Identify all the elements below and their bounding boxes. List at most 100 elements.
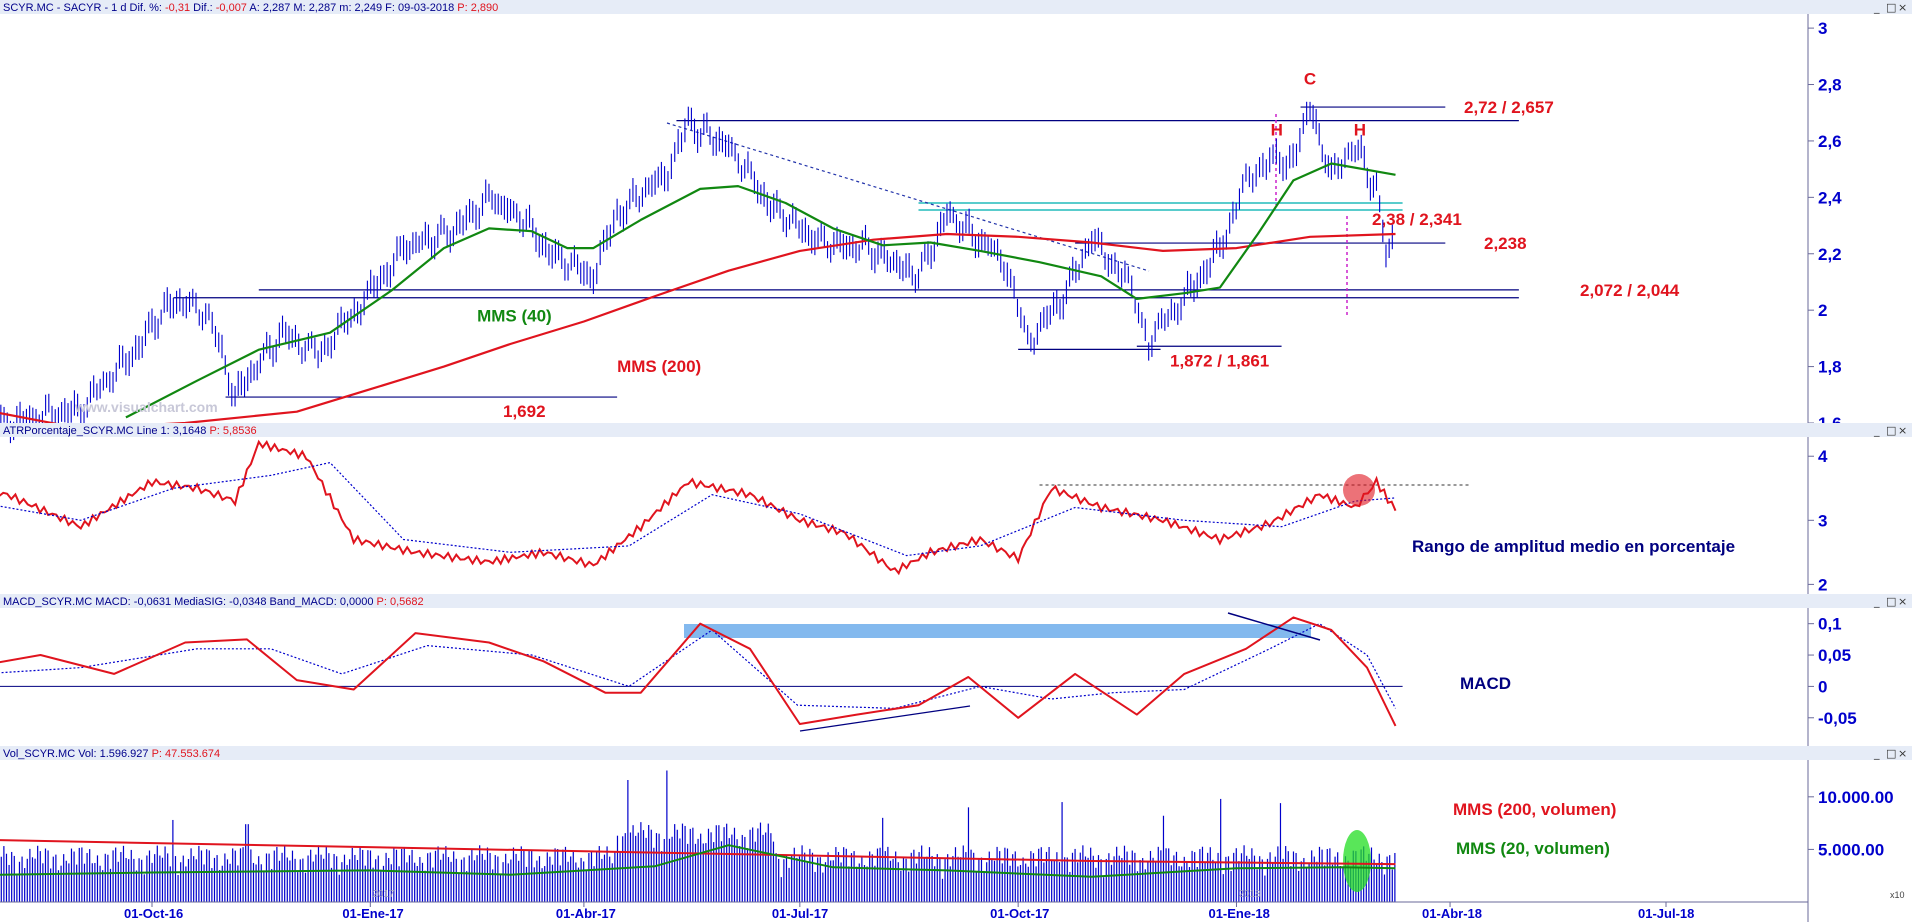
- watermark: www.visualchart.com: [74, 399, 218, 415]
- macd-support-line[interactable]: [799, 705, 971, 732]
- series-atr-line-1: [0, 439, 1397, 576]
- year-mark: 2018: [1238, 889, 1261, 900]
- chart-annotation: MMS (200): [617, 357, 701, 376]
- window-control-0[interactable]: _: [1873, 747, 1880, 760]
- scale-mark: x10: [1890, 890, 1905, 900]
- y-tick-label: 4: [1818, 447, 1828, 466]
- x-tick-label: 01-Oct-17: [990, 906, 1049, 921]
- year-mark: 2017: [372, 889, 395, 900]
- atr-caption: Rango de amplitud medio en porcentaje: [1412, 537, 1735, 556]
- header-part: P: 0,5682: [377, 596, 424, 608]
- window-control-1[interactable]: □: [1886, 424, 1896, 437]
- x-tick-label: 01-Ene-17: [342, 906, 403, 921]
- y-tick-label: 0: [1818, 677, 1827, 696]
- series-mms-200-: [0, 232, 1396, 430]
- level-label: 2,38 / 2,341: [1372, 210, 1462, 229]
- window-control-0[interactable]: _: [1873, 595, 1880, 608]
- series-mediasig: [0, 623, 1397, 710]
- level-label: 1,692: [503, 402, 546, 421]
- legend-mms-200-volumen: MMS (200, volumen): [1453, 800, 1616, 819]
- macd-header-text: MACD_SCYR.MC MACD: -0,0631 MediaSIG: -0,…: [3, 596, 424, 608]
- atr-panel: ATRPorcentaje_SCYR.MC Line 1: 3,1648 P: …: [0, 423, 1912, 594]
- y-tick-label: 2,8: [1818, 76, 1842, 95]
- y-tick-label: 2,4: [1818, 188, 1842, 207]
- macd-highlight-band: [684, 624, 1311, 638]
- atr-y-axis: 2 3 4: [1808, 447, 1828, 594]
- x-tick-label: 01-Abr-17: [556, 906, 616, 921]
- header-part: -0,31: [165, 2, 190, 14]
- window-control-1[interactable]: □: [1886, 595, 1896, 608]
- window-control-2[interactable]: ×: [1898, 747, 1907, 760]
- atr-series: [0, 439, 1397, 576]
- chart-annotation: MMS (40): [477, 306, 552, 325]
- header-part: MACD_SCYR.MC MACD: -0,0631 MediaSIG: -0,…: [3, 596, 377, 608]
- atr-header-bar: [0, 423, 1912, 437]
- price-bars: [0, 101, 1393, 444]
- window-control-0[interactable]: _: [1873, 424, 1880, 437]
- y-tick-label: 10.000.00: [1818, 788, 1894, 807]
- header-part: P: 47.553.674: [152, 748, 221, 760]
- macd-panel: MACD_SCYR.MC MACD: -0,0631 MediaSIG: -0,…: [0, 594, 1912, 746]
- atr-header-text: ATRPorcentaje_SCYR.MC Line 1: 3,1648 P: …: [3, 425, 257, 437]
- header-part: Vol_SCYR.MC Vol: 1.596.927: [3, 748, 152, 760]
- series-atr-signal: [0, 461, 1396, 557]
- macd-header-bar: [0, 594, 1912, 608]
- volume-header-text: Vol_SCYR.MC Vol: 1.596.927 P: 47.553.674: [3, 748, 220, 760]
- volume-bars: [0, 770, 1396, 902]
- volume-header-bar: [0, 746, 1912, 760]
- y-tick-label: 1,8: [1818, 358, 1842, 377]
- header-part: P: 5,8536: [209, 425, 256, 437]
- macd-series: [0, 616, 1397, 727]
- macd-divergence-line[interactable]: [1227, 612, 1321, 641]
- header-part: P: 2,890: [457, 2, 498, 14]
- series-mms-40-: [125, 162, 1396, 419]
- x-tick-label: 01-Abr-18: [1422, 906, 1482, 921]
- header-part: SCYR.MC - SACYR - 1 d Dif. %:: [3, 2, 165, 14]
- level-label: 1,872 / 1,861: [1170, 351, 1269, 370]
- series-macd: [0, 616, 1397, 727]
- trendline-dashed[interactable]: [666, 122, 1150, 272]
- chart-annotation: C: [1304, 70, 1316, 89]
- window-control-1[interactable]: □: [1886, 747, 1896, 760]
- volume-legend: MMS (200, volumen) MMS (20, volumen): [1453, 800, 1616, 858]
- y-tick-label: 0,05: [1818, 646, 1851, 665]
- legend-mms-20-volumen: MMS (20, volumen): [1456, 839, 1610, 858]
- macd-caption: MACD: [1460, 674, 1511, 693]
- header-part: -0,007: [216, 2, 247, 14]
- series-mms-200-volumen-: [0, 839, 1396, 866]
- price-levels: 2,72 / 2,657 2,38 / 2,341 2,238 2,072 / 2,0…: [173, 98, 1680, 421]
- volume-panel: Vol_SCYR.MC Vol: 1.596.927 P: 47.553.674…: [0, 746, 1912, 922]
- y-tick-label: 2: [1818, 301, 1827, 320]
- volume-y-axis: 5.000.00 10.000.00: [1808, 788, 1894, 859]
- header-part: Dif.:: [190, 2, 216, 14]
- y-tick-label: 3: [1818, 511, 1827, 530]
- window-control-2[interactable]: ×: [1898, 424, 1907, 437]
- chart-annotation: H: [1354, 120, 1366, 139]
- y-tick-label: 5.000.00: [1818, 840, 1884, 859]
- window-control-2[interactable]: ×: [1898, 1, 1907, 14]
- x-tick-label: 01-Jul-17: [772, 906, 828, 921]
- level-label: 2,238: [1484, 234, 1527, 253]
- x-tick-label: 01-Oct-16: [124, 906, 183, 921]
- window-control-0[interactable]: _: [1873, 1, 1880, 14]
- price-header-text: SCYR.MC - SACYR - 1 d Dif. %: -0,31 Dif.…: [3, 2, 498, 14]
- volume-series: [0, 839, 1396, 878]
- level-label: 2,072 / 2,044: [1580, 281, 1680, 300]
- price-drawings: [666, 114, 1348, 318]
- price-y-axis: 1,61,822,22,42,62,83: [1808, 19, 1842, 433]
- macd-y-axis: 0,1 0,05 0 -0,05: [1808, 615, 1857, 728]
- y-tick-label: 2: [1818, 575, 1827, 594]
- header-part: ATRPorcentaje_SCYR.MC Line 1: 3,1648: [3, 425, 209, 437]
- chart-annotation: H: [1271, 120, 1283, 139]
- atr-highlight-circle: [1343, 474, 1375, 506]
- window-control-1[interactable]: □: [1886, 1, 1896, 14]
- y-tick-label: -0,05: [1818, 709, 1857, 728]
- price-header-bar: [0, 0, 1912, 14]
- price-panel: SCYR.MC - SACYR - 1 d Dif. %: -0,31 Dif.…: [0, 0, 1912, 444]
- price-series: [0, 101, 1396, 444]
- y-tick-label: 2,6: [1818, 132, 1842, 151]
- y-tick-label: 3: [1818, 19, 1827, 38]
- window-control-2[interactable]: ×: [1898, 595, 1907, 608]
- y-tick-label: 2,2: [1818, 245, 1842, 264]
